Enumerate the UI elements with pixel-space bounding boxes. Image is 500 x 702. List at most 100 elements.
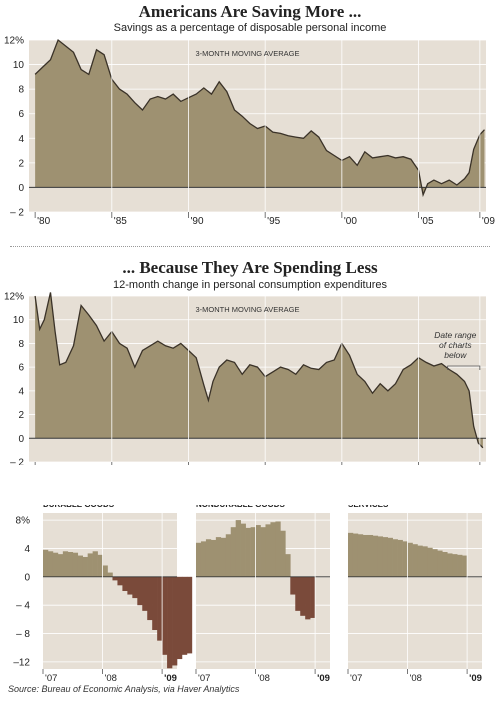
y-tick-label: – 4 bbox=[16, 601, 30, 612]
y-tick-label: 8% bbox=[16, 516, 31, 527]
bar bbox=[162, 576, 168, 655]
bar bbox=[265, 524, 271, 577]
y-tick-label: 8 bbox=[18, 85, 24, 96]
nondurable-title: NONDURABLE GOODS bbox=[196, 505, 286, 509]
bar bbox=[402, 541, 408, 577]
area-fill bbox=[35, 40, 485, 195]
x-tick-label: '09 bbox=[469, 673, 482, 683]
y-tick-label: – 2 bbox=[10, 458, 24, 466]
bar bbox=[387, 537, 393, 577]
bar bbox=[357, 534, 364, 577]
x-tick-label: '90 bbox=[190, 216, 203, 227]
range-note-line: below bbox=[444, 350, 467, 360]
bar bbox=[220, 537, 227, 577]
range-bracket bbox=[447, 365, 481, 370]
bar bbox=[280, 530, 286, 577]
bar bbox=[92, 551, 98, 577]
bar bbox=[417, 545, 423, 577]
bar bbox=[57, 554, 64, 577]
y-tick-label: 8 bbox=[18, 339, 24, 350]
range-note-line: Date range bbox=[434, 330, 476, 340]
y-tick-label: 0 bbox=[24, 572, 30, 583]
bar bbox=[352, 533, 359, 577]
bar bbox=[72, 552, 79, 577]
x-tick-label: '09 bbox=[317, 673, 330, 683]
moving-average-note: 3-MONTH MOVING AVERAGE bbox=[195, 49, 299, 58]
series-line bbox=[34, 292, 484, 449]
bar bbox=[382, 537, 388, 577]
y-tick-label: 4 bbox=[18, 386, 24, 397]
bar bbox=[82, 556, 88, 577]
y-tick-label: 4 bbox=[24, 544, 30, 555]
y-tick-label: 2 bbox=[18, 158, 24, 169]
bar bbox=[210, 539, 217, 577]
bar bbox=[432, 549, 438, 577]
bar bbox=[52, 552, 59, 577]
y-tick-label: 0 bbox=[18, 434, 24, 445]
category-charts: 8% 4 0 – 4 – 8 –12 DURABLE GOODS '07 '08 '09 NONDU… bbox=[13, 505, 482, 683]
bar bbox=[87, 553, 93, 577]
x-tick-label: '00 bbox=[344, 216, 357, 227]
bar bbox=[245, 527, 251, 577]
bar bbox=[77, 555, 83, 577]
source-note: Source: Bureau of Economic Analysis, via… bbox=[8, 684, 240, 694]
y-tick-label: 10 bbox=[13, 315, 25, 326]
bar bbox=[122, 576, 128, 591]
bar bbox=[215, 537, 222, 577]
x-tick-label: '85 bbox=[114, 216, 127, 227]
bar bbox=[181, 576, 188, 655]
bar bbox=[205, 539, 212, 577]
bar bbox=[102, 565, 108, 577]
y-tick-label: 6 bbox=[18, 363, 24, 374]
bar bbox=[47, 551, 54, 577]
y-tick-label: 12% bbox=[4, 36, 24, 47]
range-note-line: of charts bbox=[439, 340, 472, 350]
chart1-title: Americans Are Saving More ... bbox=[138, 2, 362, 21]
bar bbox=[372, 535, 379, 577]
bar bbox=[43, 549, 49, 577]
bar bbox=[132, 576, 138, 599]
y-tick-label: – 2 bbox=[10, 208, 24, 219]
bar bbox=[310, 576, 316, 618]
x-tick-label: '07 bbox=[198, 673, 210, 683]
bar bbox=[422, 546, 428, 577]
chart2-title: ... Because They Are Spending Less bbox=[122, 258, 378, 277]
bar bbox=[177, 576, 183, 660]
bar bbox=[112, 576, 118, 581]
bar bbox=[147, 576, 153, 621]
bar bbox=[67, 552, 74, 577]
bar bbox=[137, 576, 143, 606]
bar bbox=[186, 576, 193, 654]
x-tick-label: '08 bbox=[105, 673, 117, 683]
bar bbox=[457, 554, 463, 577]
bar bbox=[142, 576, 148, 611]
bar bbox=[452, 554, 458, 577]
x-tick-label: '09 bbox=[164, 673, 177, 683]
bar bbox=[62, 551, 69, 577]
bar bbox=[97, 554, 103, 577]
x-tick-label: '08 bbox=[258, 673, 270, 683]
bar bbox=[300, 576, 306, 616]
bar bbox=[377, 536, 384, 577]
y-tick-label: 2 bbox=[18, 410, 24, 421]
bar bbox=[172, 576, 178, 666]
bar bbox=[270, 522, 276, 577]
x-tick-label: '95 bbox=[267, 216, 280, 227]
bar bbox=[392, 539, 398, 577]
y-tick-label: 0 bbox=[18, 183, 24, 194]
bar bbox=[157, 576, 163, 641]
bar bbox=[348, 532, 354, 577]
x-tick-label: '07 bbox=[350, 673, 362, 683]
bar bbox=[235, 520, 241, 577]
savings-chart: '80 '85 '90 '95 '00 '05 '09 12% 10 8 6 4 2 0 – 2 3-MONT… bbox=[4, 36, 495, 228]
y-tick-label: –12 bbox=[13, 657, 30, 668]
moving-average-note: 3-MONTH MOVING AVERAGE bbox=[195, 305, 299, 314]
bar bbox=[167, 576, 173, 669]
bar bbox=[447, 553, 453, 577]
bar bbox=[305, 576, 311, 620]
bar bbox=[367, 534, 374, 577]
bar bbox=[285, 554, 291, 577]
bar bbox=[250, 527, 256, 577]
series-line bbox=[34, 38, 485, 198]
